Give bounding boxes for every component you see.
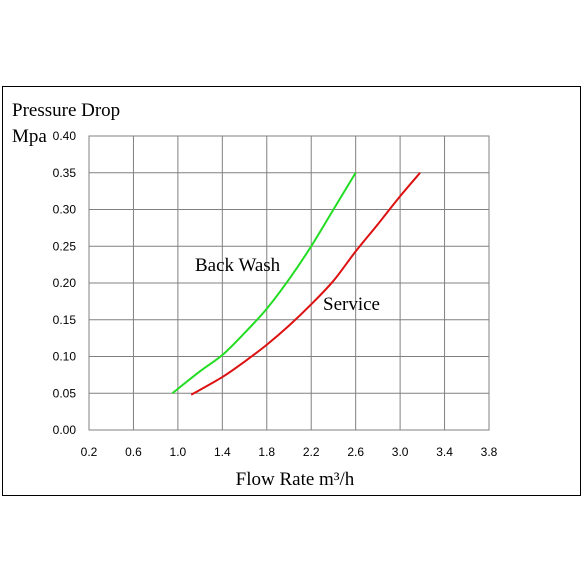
x-tick-label: 3.8	[481, 445, 498, 459]
x-tick-label: 1.4	[214, 445, 231, 459]
x-tick-label: 0.2	[81, 445, 98, 459]
y-tick-label: 0.35	[53, 166, 77, 180]
series-line-back-wash	[171, 172, 357, 395]
y-tick-label: 0.25	[53, 239, 77, 253]
x-tick-label: 1.8	[258, 445, 275, 459]
plot-area-border	[88, 135, 490, 431]
series-label-back-wash: Back Wash	[195, 255, 281, 276]
x-tick-label: 0.6	[125, 445, 142, 459]
y-tick-label: 0.00	[53, 423, 77, 437]
series-label-service: Service	[323, 294, 380, 315]
series-lines	[171, 172, 421, 396]
x-tick-label: 1.0	[170, 445, 187, 459]
chart-frame	[2, 86, 581, 496]
series-line-service	[190, 172, 421, 396]
y-tick-label: 0.10	[53, 350, 77, 364]
x-tick-label: 3.0	[392, 445, 409, 459]
y-axis-title-unit: Mpa	[12, 126, 47, 147]
x-tick-label: 2.2	[303, 445, 320, 459]
grid-layer	[88, 135, 490, 431]
y-tick-label: 0.15	[53, 313, 77, 327]
y-tick-label: 0.20	[53, 276, 77, 290]
y-tick-label: 0.30	[53, 203, 77, 217]
x-tick-label: 3.4	[436, 445, 453, 459]
y-axis-title-line1: Pressure Drop	[12, 100, 120, 121]
tick-labels: 0.2 0.6 1.0 1.4 1.8 2.2 2.6 3.0 3.4 3.8 0.00 0.05 0.…	[53, 129, 498, 459]
x-tick-label: 2.6	[347, 445, 364, 459]
y-tick-label: 0.40	[53, 129, 77, 143]
x-axis-title: Flow Rate m³/h	[236, 469, 355, 490]
y-tick-label: 0.05	[53, 386, 77, 400]
